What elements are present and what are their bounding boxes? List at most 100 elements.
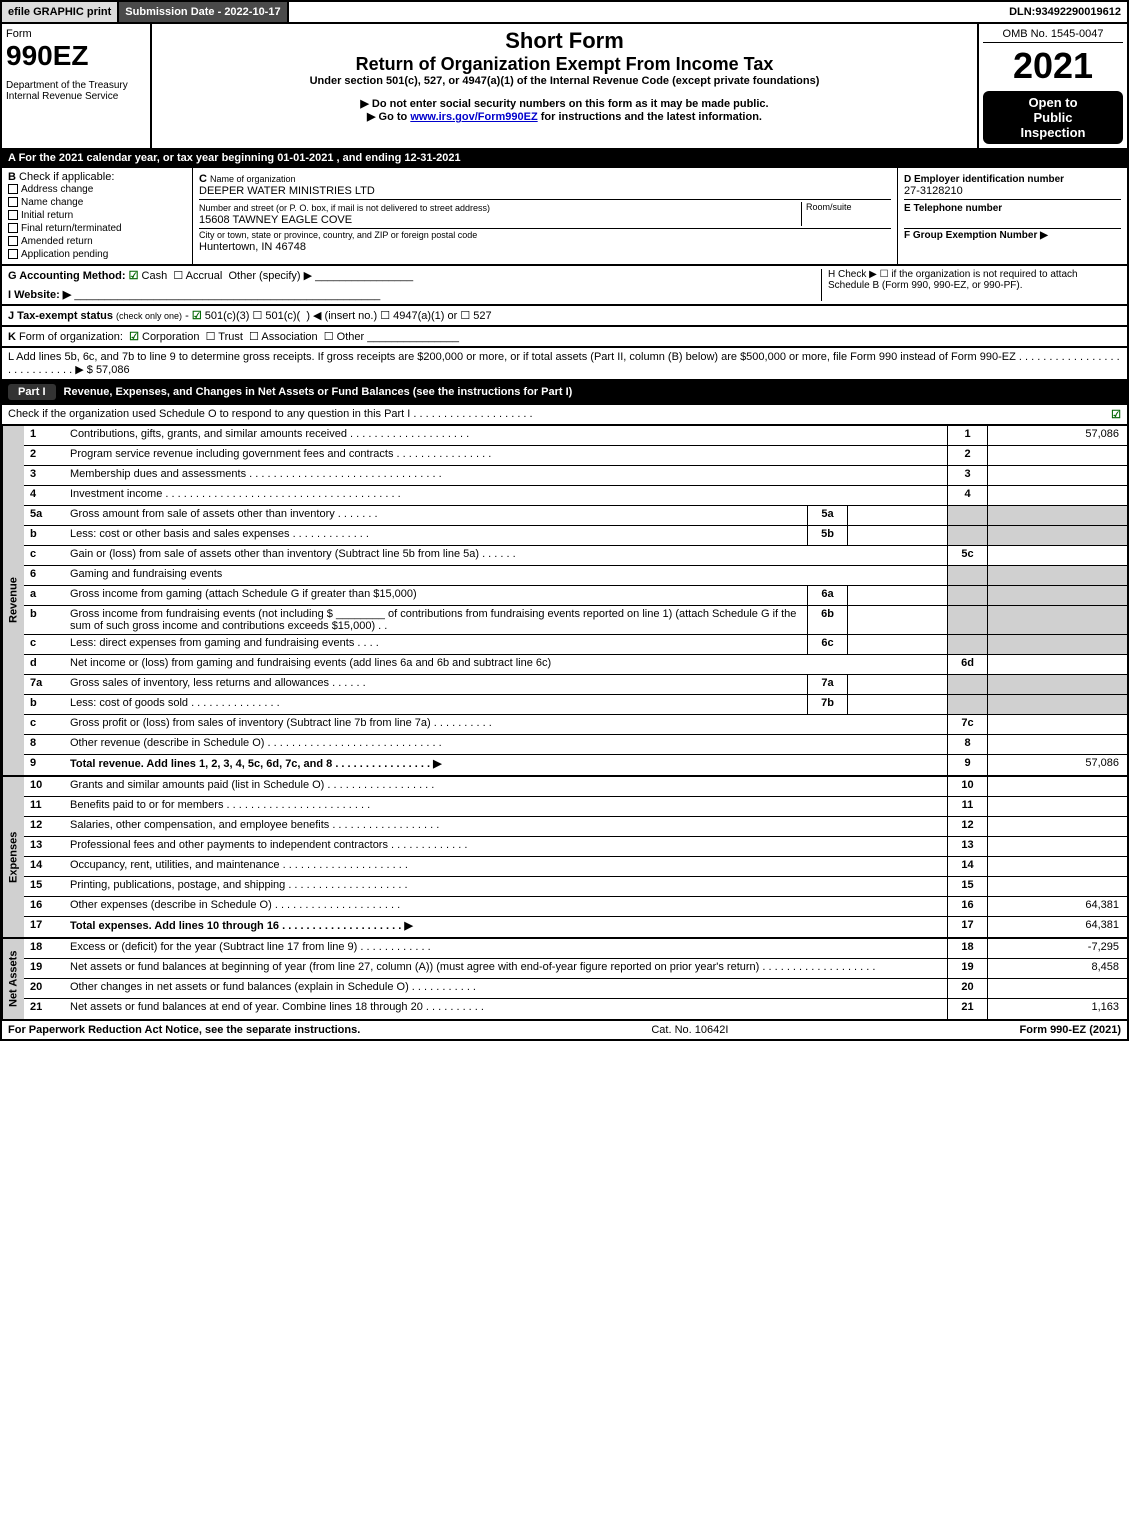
- line-11-desc: Benefits paid to or for members . . . . …: [64, 797, 947, 816]
- line-9-val: 57,086: [987, 755, 1127, 775]
- part-1-header: Part I Revenue, Expenses, and Changes in…: [0, 381, 1129, 405]
- form-number: 990EZ: [6, 40, 146, 72]
- line-16-val: 64,381: [987, 897, 1127, 916]
- line-17-val: 64,381: [987, 917, 1127, 937]
- part-1-label: Part I: [8, 384, 56, 400]
- line-16-desc: Other expenses (describe in Schedule O) …: [64, 897, 947, 916]
- return-title: Return of Organization Exempt From Incom…: [156, 54, 973, 75]
- dln-value: 93492290019612: [1035, 6, 1121, 18]
- header-right: OMB No. 1545-0047 2021 Open to Public In…: [977, 24, 1127, 148]
- room-suite-label: Room/suite: [801, 202, 891, 226]
- website-row: I Website: ▶ ___________________________…: [8, 288, 821, 301]
- line-8-val: [987, 735, 1127, 754]
- line-15-val: [987, 877, 1127, 896]
- line-12-desc: Salaries, other compensation, and employ…: [64, 817, 947, 836]
- topbar-spacer: [289, 2, 1003, 22]
- open-to-public-inspection: Open to Public Inspection: [983, 91, 1123, 144]
- line-4-desc: Investment income . . . . . . . . . . . …: [64, 486, 947, 505]
- form-header: Form 990EZ Department of the Treasury In…: [0, 24, 1129, 150]
- irs-link[interactable]: www.irs.gov/Form990EZ: [410, 111, 537, 123]
- line-17-desc: Total expenses. Add lines 10 through 16 …: [64, 917, 947, 937]
- row-j: J Tax-exempt status (check only one) - ☑…: [0, 306, 1129, 327]
- line-12-val: [987, 817, 1127, 836]
- row-a-tax-year: A For the 2021 calendar year, or tax yea…: [0, 150, 1129, 168]
- line-6c-desc: Less: direct expenses from gaming and fu…: [64, 635, 807, 654]
- org-street: 15608 TAWNEY EAGLE COVE: [199, 214, 352, 226]
- cb-final-return[interactable]: Final return/terminated: [8, 222, 186, 235]
- line-7a-desc: Gross sales of inventory, less returns a…: [64, 675, 807, 694]
- line-5c-val: [987, 546, 1127, 565]
- line-6d-desc: Net income or (loss) from gaming and fun…: [64, 655, 947, 674]
- net-assets-side-label: Net Assets: [2, 939, 24, 1019]
- group-exemption-label: F Group Exemption Number ▶: [904, 230, 1048, 241]
- line-21-desc: Net assets or fund balances at end of ye…: [64, 999, 947, 1019]
- form-label: Form: [6, 28, 146, 40]
- org-city: Huntertown, IN 46748: [199, 241, 306, 253]
- line-8-desc: Other revenue (describe in Schedule O) .…: [64, 735, 947, 754]
- row-g-h-i: G Accounting Method: ☑ Cash ☐ Accrual Ot…: [0, 266, 1129, 306]
- line-14-val: [987, 857, 1127, 876]
- dept-treasury: Department of the Treasury: [6, 80, 146, 91]
- tax-year: 2021: [983, 45, 1123, 87]
- line-3-val: [987, 466, 1127, 485]
- header-mid: Short Form Return of Organization Exempt…: [152, 24, 977, 148]
- line-6-desc: Gaming and fundraising events: [64, 566, 947, 585]
- box-def: D Employer identification number 27-3128…: [897, 168, 1127, 264]
- line-19-val: 8,458: [987, 959, 1127, 978]
- line-1-val: 57,086: [987, 426, 1127, 445]
- cb-initial-return[interactable]: Initial return: [8, 209, 186, 222]
- line-10-val: [987, 777, 1127, 796]
- part-1-title: Revenue, Expenses, and Changes in Net As…: [64, 386, 573, 398]
- line-13-desc: Professional fees and other payments to …: [64, 837, 947, 856]
- cb-application-pending[interactable]: Application pending: [8, 248, 186, 261]
- submission-date-button[interactable]: Submission Date - 2022-10-17: [119, 2, 288, 22]
- org-name: DEEPER WATER MINISTRIES LTD: [199, 185, 375, 197]
- line-4-val: [987, 486, 1127, 505]
- telephone-label: E Telephone number: [904, 203, 1002, 214]
- line-18-val: -7,295: [987, 939, 1127, 958]
- part-1-table: Revenue 1Contributions, gifts, grants, a…: [0, 426, 1129, 1021]
- subtitle: Under section 501(c), 527, or 4947(a)(1)…: [156, 75, 973, 87]
- dept-irs: Internal Revenue Service: [6, 91, 146, 102]
- row-l: L Add lines 5b, 6c, and 7b to line 9 to …: [0, 348, 1129, 381]
- line-14-desc: Occupancy, rent, utilities, and maintena…: [64, 857, 947, 876]
- line-2-desc: Program service revenue including govern…: [64, 446, 947, 465]
- box-h: H Check ▶ ☐ if the organization is not r…: [821, 269, 1121, 301]
- line-2-val: [987, 446, 1127, 465]
- line-11-val: [987, 797, 1127, 816]
- short-form-title: Short Form: [156, 28, 973, 54]
- line-7c-desc: Gross profit or (loss) from sales of inv…: [64, 715, 947, 734]
- omb-number: OMB No. 1545-0047: [983, 28, 1123, 43]
- line-18-desc: Excess or (deficit) for the year (Subtra…: [64, 939, 947, 958]
- accounting-method: G Accounting Method: ☑ Cash ☐ Accrual Ot…: [8, 269, 821, 282]
- bullet-goto: ▶ Go to www.irs.gov/Form990EZ for instru…: [156, 110, 973, 123]
- line-13-val: [987, 837, 1127, 856]
- revenue-side-label: Revenue: [2, 426, 24, 775]
- dln-label: DLN: 93492290019612: [1003, 2, 1127, 22]
- cb-amended-return[interactable]: Amended return: [8, 235, 186, 248]
- line-5b-desc: Less: cost or other basis and sales expe…: [64, 526, 807, 545]
- line-15-desc: Printing, publications, postage, and shi…: [64, 877, 947, 896]
- cb-address-change[interactable]: Address change: [8, 183, 186, 196]
- box-b: B Check if applicable: Address change Na…: [2, 168, 192, 264]
- schedule-o-check: ☑: [1111, 408, 1121, 421]
- ein-value: 27-3128210: [904, 185, 963, 197]
- footer-paperwork-notice: For Paperwork Reduction Act Notice, see …: [8, 1024, 360, 1036]
- line-7b-desc: Less: cost of goods sold . . . . . . . .…: [64, 695, 807, 714]
- section-bcdef: B Check if applicable: Address change Na…: [0, 168, 1129, 266]
- footer-form-no: Form 990-EZ (2021): [1020, 1024, 1122, 1036]
- header-left: Form 990EZ Department of the Treasury In…: [2, 24, 152, 148]
- line-6d-val: [987, 655, 1127, 674]
- topbar: efile GRAPHIC print Submission Date - 20…: [0, 0, 1129, 24]
- line-3-desc: Membership dues and assessments . . . . …: [64, 466, 947, 485]
- bullet-ssn: ▶ Do not enter social security numbers o…: [156, 97, 973, 110]
- cb-name-change[interactable]: Name change: [8, 196, 186, 209]
- line-6b-desc: Gross income from fundraising events (no…: [64, 606, 807, 634]
- expenses-side-label: Expenses: [2, 777, 24, 937]
- line-5a-desc: Gross amount from sale of assets other t…: [64, 506, 807, 525]
- part-1-check-o: Check if the organization used Schedule …: [0, 405, 1129, 426]
- efile-print-button[interactable]: efile GRAPHIC print: [2, 2, 119, 22]
- line-20-desc: Other changes in net assets or fund bala…: [64, 979, 947, 998]
- line-5c-desc: Gain or (loss) from sale of assets other…: [64, 546, 947, 565]
- line-10-desc: Grants and similar amounts paid (list in…: [64, 777, 947, 796]
